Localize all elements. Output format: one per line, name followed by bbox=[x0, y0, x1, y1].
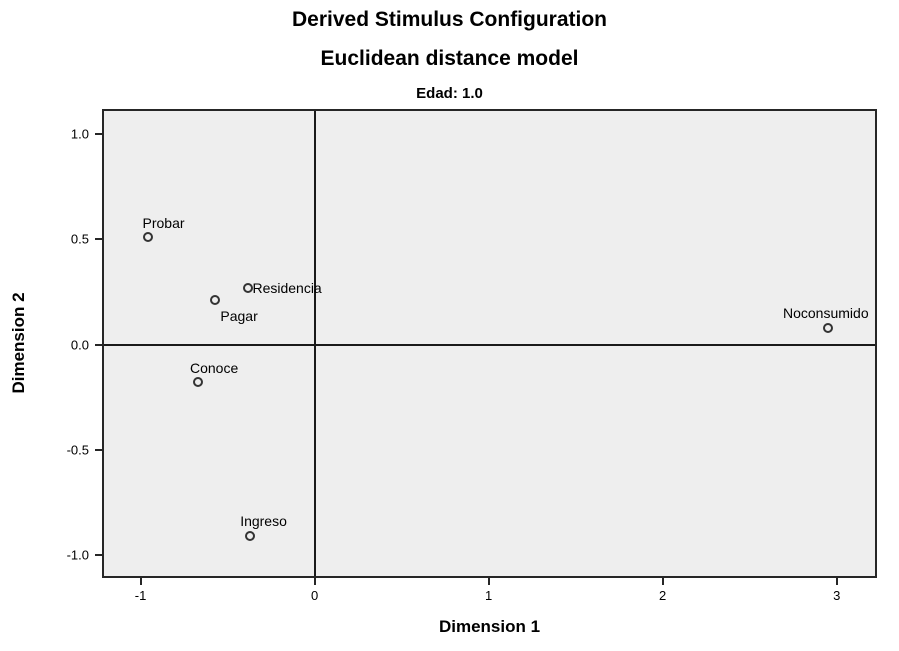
y-tick-label: 1.0 bbox=[70, 126, 89, 142]
x-tick-label: 3 bbox=[833, 588, 841, 603]
x-axis-title: Dimension 1 bbox=[438, 617, 541, 636]
data-point-marker bbox=[823, 322, 833, 333]
x-tick-mark bbox=[139, 578, 142, 585]
panel-facet-label: Edad: 1.0 bbox=[416, 85, 483, 102]
y-axis: 1.0 0.5 0.0 -0.5 -1.0 bbox=[0, 111, 102, 576]
x-tick-mark bbox=[835, 578, 838, 585]
x-axis: -1 0 1 2 3 bbox=[104, 578, 875, 618]
y-tick-mark bbox=[95, 133, 102, 136]
x-tick-label: 2 bbox=[659, 588, 667, 603]
data-point-marker bbox=[192, 377, 203, 388]
data-point-label: Residencia bbox=[252, 279, 322, 296]
x-tick-mark bbox=[661, 578, 664, 585]
data-point-label: Probar bbox=[142, 215, 185, 232]
y-tick-mark bbox=[95, 238, 102, 241]
y-axis-title: Dimension 2 bbox=[9, 292, 28, 394]
x-tick-mark bbox=[313, 578, 316, 585]
chart-subtitle: Euclidean distance model bbox=[320, 47, 579, 70]
data-point-label: Noconsumido bbox=[783, 304, 869, 321]
y-tick-mark bbox=[95, 448, 102, 451]
y-tick-label: -0.5 bbox=[66, 442, 89, 458]
y-tick-mark bbox=[95, 553, 102, 556]
x-tick-label: 1 bbox=[485, 588, 493, 603]
data-point-marker bbox=[142, 232, 153, 243]
data-point-label: Pagar bbox=[220, 308, 258, 325]
plot-area: Probar Pagar Residencia Conoce Ingreso Nocons… bbox=[102, 109, 877, 578]
x-tick-label: -1 bbox=[134, 588, 147, 603]
x-tick-mark bbox=[487, 578, 490, 585]
y-zero-line bbox=[104, 343, 875, 346]
y-tick-label: 0.0 bbox=[70, 337, 89, 353]
data-point-marker bbox=[245, 531, 256, 542]
x-tick-label: 0 bbox=[310, 588, 319, 603]
y-tick-mark bbox=[95, 343, 102, 346]
y-tick-label: -1.0 bbox=[66, 547, 89, 563]
data-point-label: Ingreso bbox=[240, 513, 287, 530]
data-point-marker bbox=[243, 282, 254, 293]
data-point-marker bbox=[210, 295, 221, 306]
chart-title: Derived Stimulus Configuration bbox=[291, 8, 608, 31]
data-point-label: Conoce bbox=[189, 360, 239, 377]
y-tick-label: 0.5 bbox=[70, 231, 89, 247]
x-zero-line bbox=[313, 111, 316, 576]
